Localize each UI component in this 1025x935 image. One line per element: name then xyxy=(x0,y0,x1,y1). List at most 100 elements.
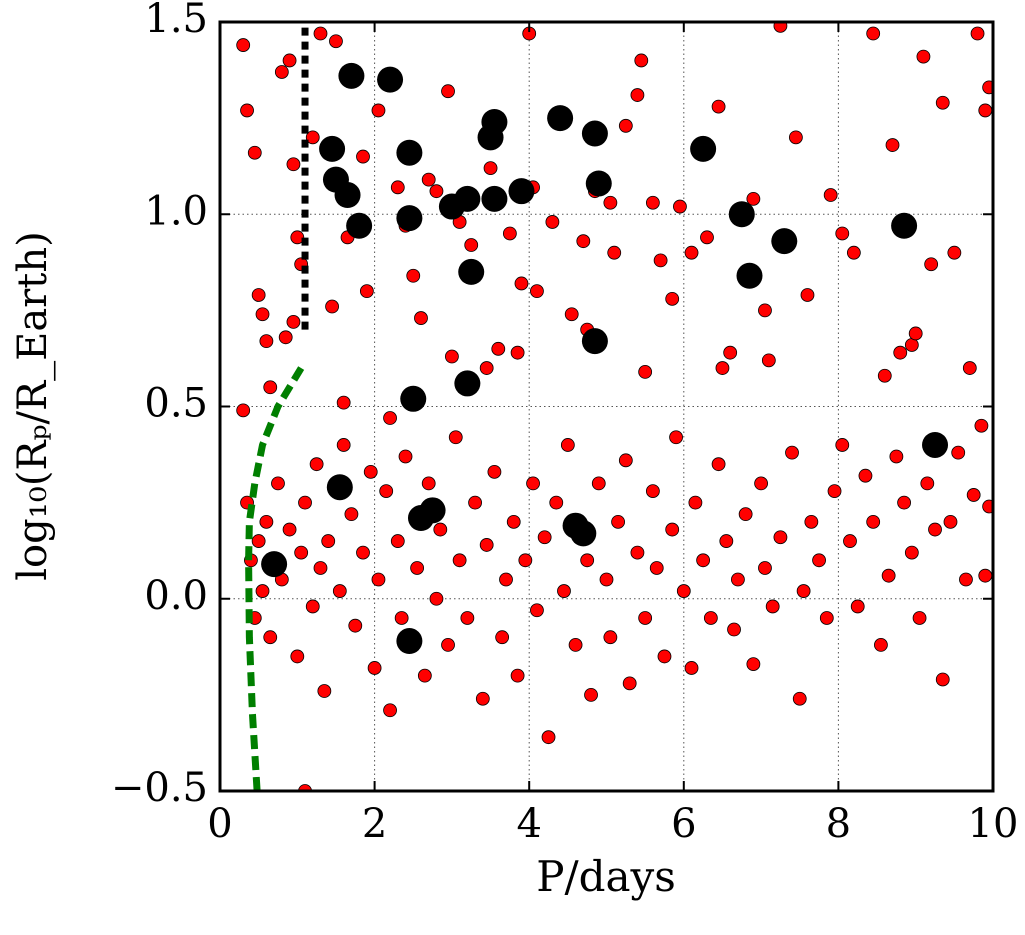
data-point xyxy=(618,453,633,468)
data-point xyxy=(673,199,687,214)
data-point xyxy=(251,288,266,302)
data-point xyxy=(236,38,251,52)
data-point xyxy=(690,135,717,162)
data-point xyxy=(506,514,521,529)
data-point xyxy=(638,611,653,625)
data-point xyxy=(278,330,293,345)
data-point xyxy=(761,353,776,368)
data-point xyxy=(282,522,297,537)
data-point xyxy=(502,226,517,241)
data-point xyxy=(541,730,556,745)
data-point xyxy=(634,53,649,68)
x-tick-label: 0 xyxy=(207,801,232,847)
data-point xyxy=(943,514,958,529)
data-point xyxy=(889,449,904,464)
data-point xyxy=(400,385,427,412)
data-point xyxy=(483,161,498,176)
data-point xyxy=(419,497,446,524)
data-point xyxy=(294,545,309,560)
data-point xyxy=(398,449,413,464)
data-point xyxy=(850,599,865,614)
data-point xyxy=(441,637,455,652)
data-point xyxy=(356,545,370,560)
data-point xyxy=(796,584,811,598)
data-point xyxy=(286,315,301,329)
data-point xyxy=(454,370,481,397)
data-point xyxy=(982,499,993,514)
data-point xyxy=(581,120,608,147)
data-point xyxy=(657,649,672,664)
data-point xyxy=(309,457,324,472)
data-point xyxy=(282,53,297,68)
data-point xyxy=(877,368,892,383)
data-point xyxy=(866,26,881,41)
data-point xyxy=(792,691,807,706)
data-point xyxy=(607,245,622,260)
data-point xyxy=(922,431,949,458)
data-point xyxy=(338,62,365,89)
data-point xyxy=(924,257,939,272)
data-point xyxy=(441,84,455,99)
y-tick-label: 0.0 xyxy=(144,573,208,619)
data-point xyxy=(754,476,768,491)
data-point xyxy=(823,188,838,202)
data-point xyxy=(581,328,608,355)
data-point xyxy=(530,603,544,618)
data-point xyxy=(479,361,494,375)
data-point xyxy=(800,288,815,302)
data-point xyxy=(530,284,544,299)
data-point xyxy=(978,103,993,118)
data-point xyxy=(599,572,614,587)
data-point xyxy=(665,522,680,537)
data-point xyxy=(433,522,448,537)
data-point xyxy=(259,514,274,529)
data-point xyxy=(329,34,343,49)
data-point xyxy=(429,184,444,199)
data-point xyxy=(251,534,266,548)
data-point xyxy=(912,611,927,625)
data-point xyxy=(313,26,328,41)
data-point xyxy=(332,584,347,598)
data-point xyxy=(514,276,529,291)
data-point xyxy=(261,551,288,578)
data-point xyxy=(843,534,857,548)
data-point xyxy=(819,611,834,625)
data-point xyxy=(487,464,502,479)
data-point xyxy=(414,311,428,325)
data-point xyxy=(305,130,320,145)
data-point xyxy=(684,661,699,675)
data-point xyxy=(959,572,973,587)
data-point xyxy=(460,611,475,625)
data-point xyxy=(481,185,508,212)
data-point xyxy=(645,484,660,498)
data-point xyxy=(904,545,919,560)
data-point xyxy=(298,784,312,791)
data-point xyxy=(477,124,504,151)
data-point xyxy=(379,484,394,498)
data-point xyxy=(622,676,637,691)
data-point xyxy=(547,105,574,132)
data-point xyxy=(827,484,842,498)
data-point xyxy=(247,145,262,160)
data-point xyxy=(390,180,405,195)
data-point xyxy=(728,201,755,228)
data-point xyxy=(557,584,571,598)
data-point xyxy=(771,228,798,255)
data-point xyxy=(804,514,819,529)
data-point xyxy=(290,230,305,245)
data-point xyxy=(935,672,950,687)
data-point xyxy=(908,326,923,341)
data-point xyxy=(665,291,680,306)
data-point xyxy=(669,430,683,445)
data-point xyxy=(406,268,421,283)
x-axis-label: P/days xyxy=(536,852,676,901)
data-point xyxy=(452,553,467,568)
data-point xyxy=(688,495,703,510)
data-point xyxy=(746,657,761,672)
data-point xyxy=(448,430,463,445)
data-point xyxy=(526,476,540,491)
data-point xyxy=(773,530,788,545)
data-point xyxy=(383,411,397,425)
data-point xyxy=(549,495,564,510)
data-point xyxy=(603,195,618,210)
